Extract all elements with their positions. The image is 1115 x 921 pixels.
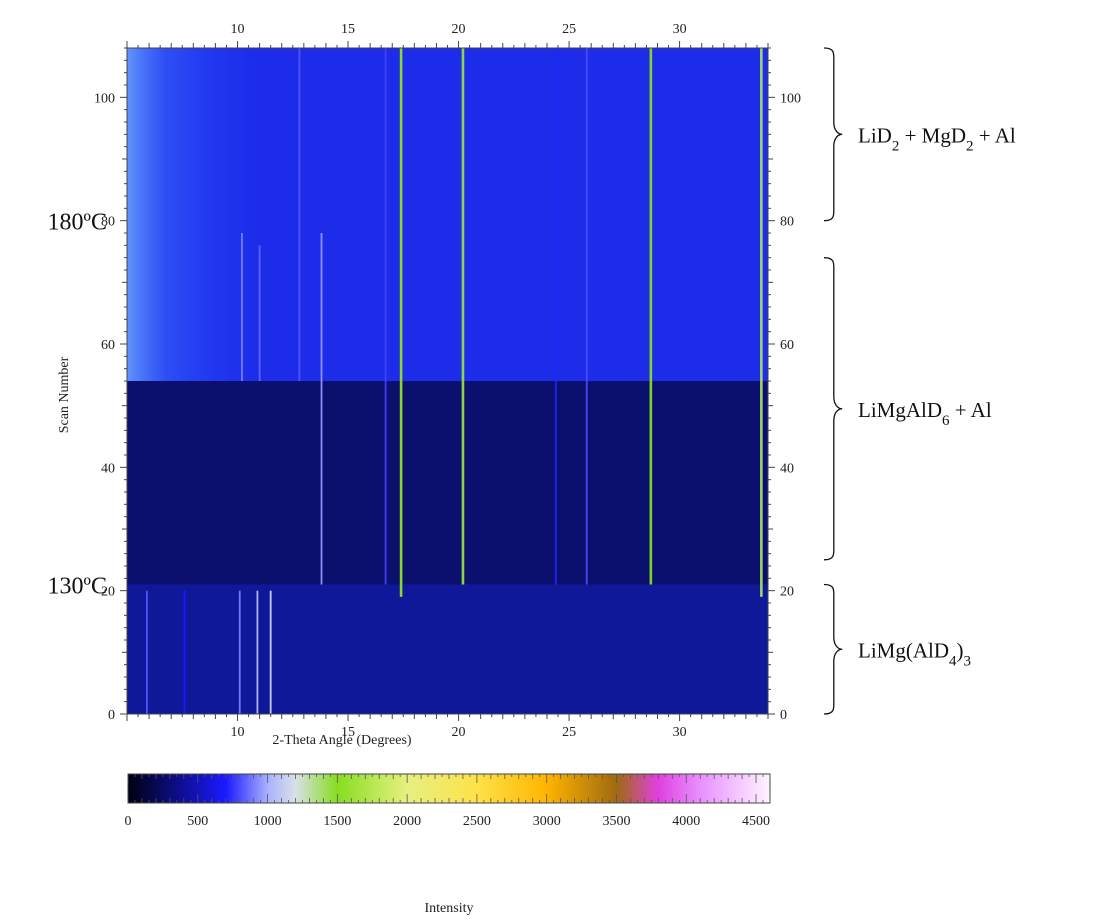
y-tick-label-left: 100 xyxy=(94,91,115,106)
peak-line-14 xyxy=(649,48,653,585)
colorbar-tick-label: 1000 xyxy=(254,814,282,829)
y-tick-label-left: 20 xyxy=(101,585,115,600)
peak-line-13 xyxy=(585,48,588,585)
peak-line-10 xyxy=(399,48,403,597)
colorbar-title: Intensity xyxy=(425,901,474,916)
temperature-label-1: 130ºC xyxy=(48,574,107,600)
x-tick-label-top: 10 xyxy=(231,22,245,37)
plot-area xyxy=(126,47,769,715)
peak-line-4 xyxy=(183,590,186,714)
peak-line-11 xyxy=(461,48,465,585)
region-brace-2 xyxy=(823,47,843,222)
x-tick-label-top: 30 xyxy=(673,22,687,37)
y-axis-title: Scan Number xyxy=(57,356,72,433)
y-tick-label-right: 80 xyxy=(780,215,794,230)
y-tick-label-left: 60 xyxy=(101,338,115,353)
x-tick-label-top: 25 xyxy=(562,22,576,37)
peak-line-3 xyxy=(145,590,148,714)
y-tick-label-right: 40 xyxy=(780,461,794,476)
colorbar-tick-label: 3000 xyxy=(533,814,561,829)
peak-line-2 xyxy=(269,590,272,714)
heatmap-low-angle-glow xyxy=(127,48,768,381)
x-axis-title: 2-Theta Angle (Degrees) xyxy=(272,733,411,748)
peak-line-5 xyxy=(241,233,243,381)
peak-line-6 xyxy=(258,245,261,381)
y-tick-label-left: 0 xyxy=(108,708,115,723)
x-tick-label-bottom: 30 xyxy=(673,725,687,740)
diffraction-peaks xyxy=(145,48,763,714)
x-tick-label-top: 15 xyxy=(341,22,355,37)
colorbar-tick-label: 2000 xyxy=(393,814,421,829)
heatmap-background-low-temp xyxy=(127,584,768,714)
colorbar-tick-label: 0 xyxy=(125,814,132,829)
heatmap-background-mid-temp xyxy=(127,381,768,585)
x-tick-label-bottom: 10 xyxy=(231,725,245,740)
region-brace-0 xyxy=(823,583,843,715)
phase-label-0: LiMg(AlD4)3 xyxy=(858,638,971,669)
colorbar-tick-label: 4000 xyxy=(672,814,700,829)
peak-line-12 xyxy=(554,48,557,585)
phase-region-braces: LiMg(AlD4)3 LiMgAlD6 + Al LiD2 + MgD2 + Al xyxy=(823,47,1016,715)
x-axis-top: 10 15 20 25 30 xyxy=(126,22,769,48)
y-tick-label-right: 60 xyxy=(780,338,794,353)
y-tick-label-right: 100 xyxy=(780,91,801,106)
phase-label-2: LiD2 + MgD2 + Al xyxy=(858,123,1016,154)
colorbar-ticks: 0 500 1000 1500 2000 2500 3000 3500 4000 4500 xyxy=(125,774,771,829)
peak-line-1 xyxy=(256,590,259,714)
y-tick-label-right: 0 xyxy=(780,708,787,723)
temperature-labels: 180ºC 130ºC xyxy=(48,210,107,600)
colorbar-tick-label: 4500 xyxy=(742,814,770,829)
colorbar-tick-label: 1500 xyxy=(323,814,351,829)
peak-line-15 xyxy=(760,48,763,597)
colorbar-tick-label: 500 xyxy=(187,814,208,829)
peak-line-9 xyxy=(384,48,387,585)
y-tick-label-right: 20 xyxy=(780,585,794,600)
x-tick-label-bottom: 20 xyxy=(452,725,466,740)
y-axis-right: 0 20 40 60 80 100 xyxy=(768,47,801,723)
x-tick-label-top: 20 xyxy=(452,22,466,37)
peak-line-8 xyxy=(320,233,323,585)
phase-label-1: LiMgAlD6 + Al xyxy=(858,398,992,429)
y-tick-label-left: 80 xyxy=(101,215,115,230)
x-tick-label-bottom: 25 xyxy=(562,725,576,740)
y-axis-left: 0 20 40 60 80 100 xyxy=(94,47,127,723)
colorbar-tick-label: 2500 xyxy=(463,814,491,829)
temperature-label-0: 180ºC xyxy=(48,210,107,236)
colorbar-tick-label: 3500 xyxy=(602,814,630,829)
region-brace-1 xyxy=(823,257,843,561)
peak-line-7 xyxy=(298,48,301,381)
peak-line-0 xyxy=(238,590,241,714)
x-axis-bottom: 10 15 20 25 30 xyxy=(126,714,769,740)
x-tick-label-bottom: 15 xyxy=(341,725,355,740)
colorbar: 0 500 1000 1500 2000 2500 3000 3500 4000 4500 Int… xyxy=(125,773,771,916)
y-tick-label-left: 40 xyxy=(101,461,115,476)
